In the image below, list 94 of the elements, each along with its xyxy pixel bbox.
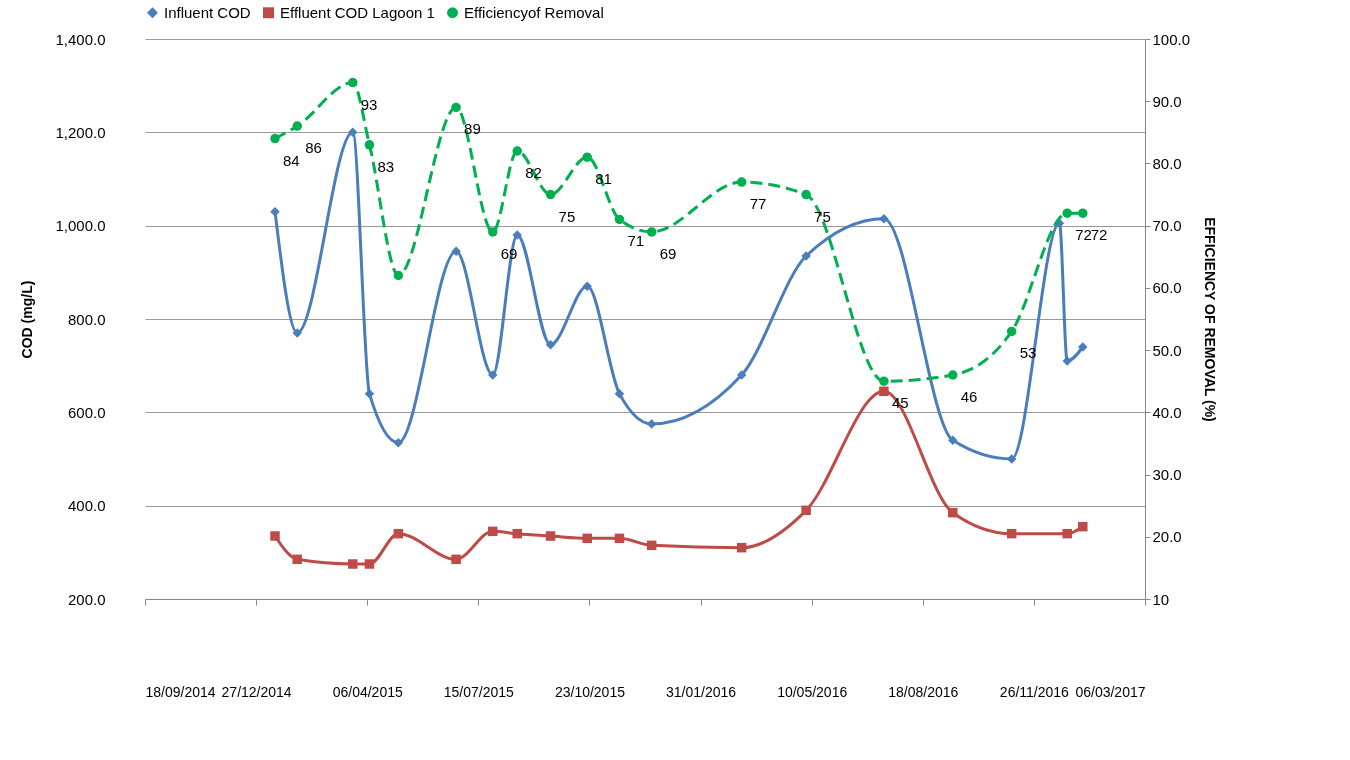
point xyxy=(1062,528,1072,539)
y-axis-title: COD (mg/L) xyxy=(19,280,36,359)
x-tick-label: 23/10/2015 xyxy=(554,683,626,700)
point xyxy=(801,505,811,516)
y2-tick-label: 80.0 xyxy=(1152,154,1182,172)
point xyxy=(646,540,657,551)
point xyxy=(582,152,592,162)
point xyxy=(545,339,556,350)
y-tick-label: 200.0 xyxy=(67,590,106,608)
y2-tick-label: 100.0 xyxy=(1152,30,1191,48)
x-tick-label: 27/12/2014 xyxy=(221,683,292,700)
point xyxy=(879,386,889,397)
point xyxy=(488,526,498,537)
point xyxy=(879,213,889,224)
data-label: 72 xyxy=(1090,226,1108,244)
point xyxy=(1006,528,1017,539)
legend-label: Efficiencyof Removal xyxy=(464,3,604,21)
point xyxy=(451,102,461,113)
y2-tick-label: 20.0 xyxy=(1152,528,1182,546)
point xyxy=(948,507,958,518)
data-label: 72 xyxy=(1075,226,1092,244)
point xyxy=(364,388,375,399)
data-label: 83 xyxy=(377,157,395,175)
data-label: 75 xyxy=(814,207,831,225)
y2-tick-label: 10 xyxy=(1152,590,1170,608)
point xyxy=(292,554,302,565)
y-tick-label: 800.0 xyxy=(67,310,106,328)
point xyxy=(393,270,404,281)
point xyxy=(393,437,404,448)
point xyxy=(270,206,280,217)
data-label: 93 xyxy=(360,95,378,113)
data-label: 89 xyxy=(464,120,481,138)
point xyxy=(545,189,556,200)
point xyxy=(1078,208,1088,218)
y2-tick-label: 70.0 xyxy=(1152,217,1182,235)
y2-tick-label: 50.0 xyxy=(1152,341,1182,359)
y2-tick-label: 60.0 xyxy=(1152,279,1182,297)
data-label: 46 xyxy=(960,388,978,405)
point xyxy=(364,140,375,150)
point xyxy=(736,370,747,380)
point xyxy=(1006,326,1017,337)
data-label: 84 xyxy=(283,151,300,169)
point xyxy=(270,133,280,144)
y-tick-label: 1,400.0 xyxy=(55,30,106,48)
point xyxy=(879,376,889,386)
point xyxy=(348,559,358,569)
point xyxy=(582,281,592,292)
point xyxy=(736,177,747,187)
y-tick-label: 1,200.0 xyxy=(55,123,106,141)
point xyxy=(292,121,302,131)
y2-tick-label: 90.0 xyxy=(1152,92,1182,110)
y2-tick-label: 30.0 xyxy=(1152,466,1182,484)
point xyxy=(348,77,358,88)
x-tick-label: 10/05/2016 xyxy=(777,683,848,700)
data-label: 71 xyxy=(627,232,645,250)
point xyxy=(736,542,747,553)
x-tick-label: 06/03/2017 xyxy=(1075,683,1146,700)
point xyxy=(614,214,625,225)
data-label: 75 xyxy=(558,207,576,225)
point xyxy=(270,531,280,541)
point xyxy=(364,559,375,569)
point xyxy=(948,370,958,380)
point xyxy=(582,533,592,544)
data-label: 69 xyxy=(659,244,677,262)
point xyxy=(512,146,522,156)
point xyxy=(545,531,556,541)
point xyxy=(348,127,358,138)
point xyxy=(948,435,958,446)
data-label: 86 xyxy=(305,139,322,157)
x-tick-label: 15/07/2015 xyxy=(443,683,515,700)
x-tick-label: 26/11/2016 xyxy=(999,683,1070,700)
point xyxy=(451,554,461,565)
point xyxy=(393,528,404,539)
y2-axis-title: EFFICIENCY OF REMOVAL (%) xyxy=(1202,217,1219,422)
point xyxy=(451,246,461,257)
x-tick-label: 18/08/2016 xyxy=(888,683,959,700)
point xyxy=(614,388,625,399)
point xyxy=(488,227,498,237)
x-tick-label: 18/09/2014 xyxy=(145,683,216,700)
legend-label: Effluent COD Lagoon 1 xyxy=(280,3,435,21)
y-tick-label: 600.0 xyxy=(67,403,106,421)
y2-tick-label: 40.0 xyxy=(1152,403,1182,421)
y-tick-label: 1,000.0 xyxy=(55,217,106,235)
point xyxy=(646,227,657,237)
legend-label: Influent COD xyxy=(164,3,251,21)
point xyxy=(801,189,811,200)
x-tick-label: 31/01/2016 xyxy=(666,683,737,700)
point xyxy=(1078,521,1088,532)
x-tick-label: 06/04/2015 xyxy=(332,683,403,700)
point xyxy=(614,533,625,544)
data-label: 77 xyxy=(749,195,767,213)
point xyxy=(1062,208,1072,218)
point xyxy=(512,528,522,539)
y-tick-label: 400.0 xyxy=(67,497,106,515)
